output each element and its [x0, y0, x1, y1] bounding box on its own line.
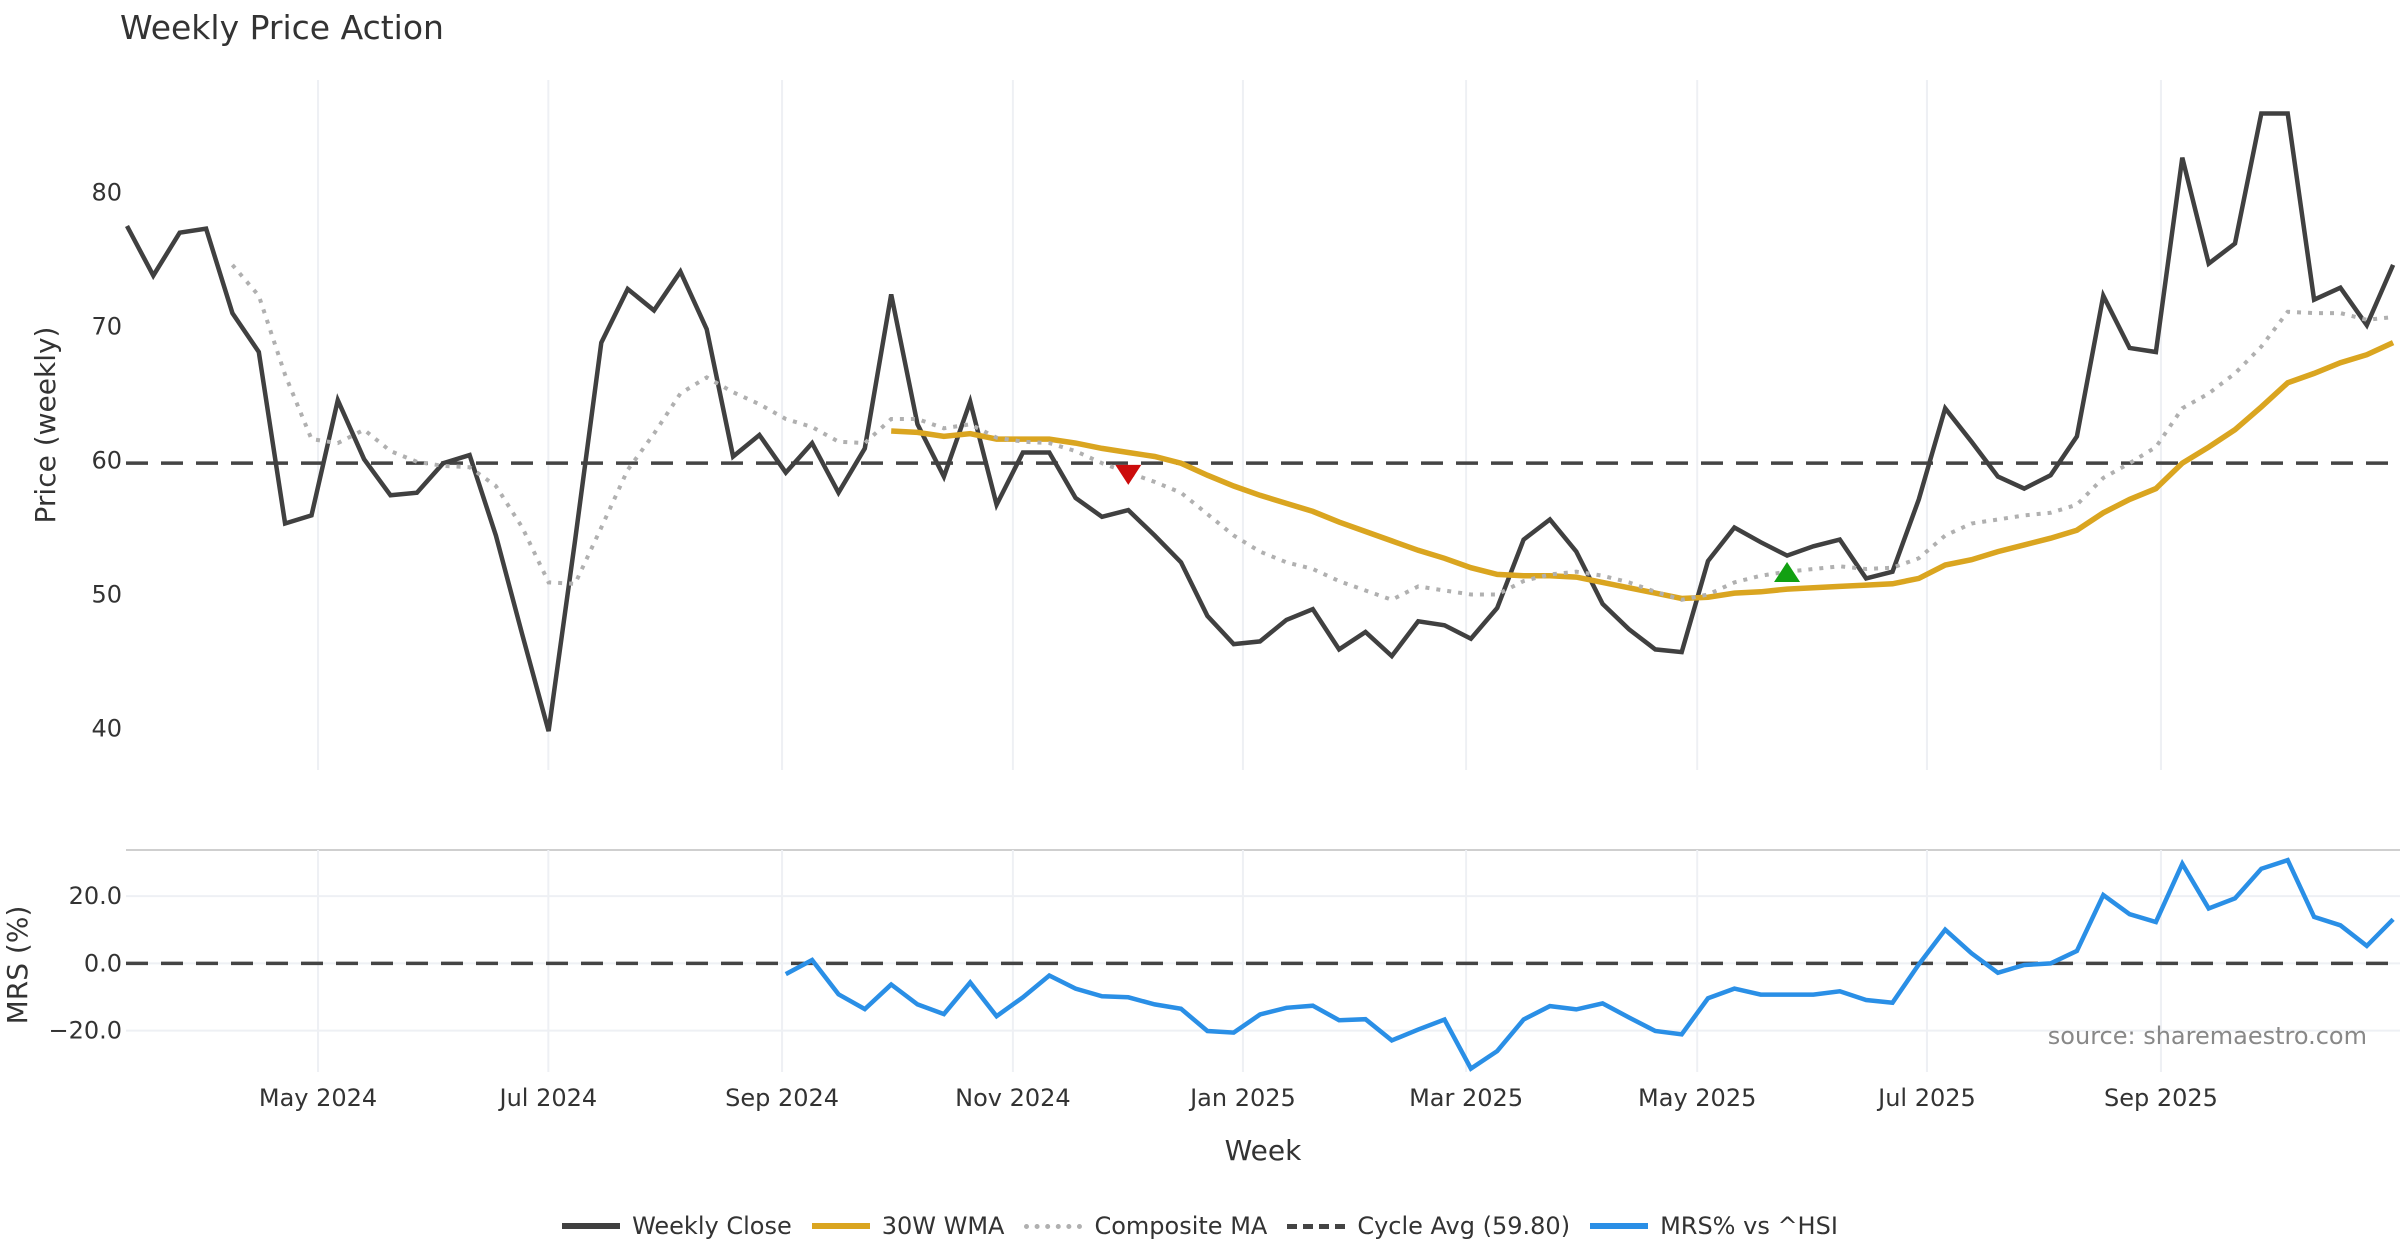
price-y-ticks: 40 50 60 70 80	[91, 179, 122, 743]
x-tick-label: Nov 2024	[955, 1084, 1071, 1112]
legend-label: Cycle Avg (59.80)	[1357, 1212, 1571, 1240]
x-tick-label: May 2025	[1638, 1084, 1756, 1112]
x-tick-label: Mar 2025	[1409, 1084, 1523, 1112]
x-tick-label: Jan 2025	[1188, 1084, 1296, 1112]
30w-wma-line	[891, 340, 2395, 602]
mrs-series	[784, 857, 2395, 1072]
weekly-close-line	[125, 111, 2396, 732]
y-tick-label: 50	[91, 580, 122, 608]
price-gridlines	[317, 80, 2162, 770]
x-tick-label: May 2024	[259, 1084, 377, 1112]
x-tick-label: Jul 2024	[498, 1084, 598, 1112]
composite-ma-swatch-icon	[1024, 1223, 1083, 1229]
legend-item-composite-ma[interactable]: Composite MA	[1024, 1212, 1267, 1240]
mrs-panel: −20.0 0.0 20.0 MRS (%) source: sharemaestr…	[1, 850, 2400, 1072]
y-tick-label: 0.0	[84, 949, 122, 977]
buy-signal-marker	[1774, 562, 1801, 583]
legend-label: Weekly Close	[632, 1212, 792, 1240]
x-tick-label: Sep 2024	[725, 1084, 839, 1112]
legend-item-weekly-close[interactable]: Weekly Close	[562, 1212, 792, 1240]
y-tick-label: −20.0	[48, 1017, 122, 1045]
source-credit: source: sharemaestro.com	[2048, 1022, 2367, 1050]
price-panel: 40 50 60 70 80 Price (weekly)	[29, 80, 2400, 770]
legend-item-mrs[interactable]: MRS% vs ^HSI	[1590, 1212, 1838, 1240]
legend-label: 30W WMA	[881, 1212, 1005, 1240]
x-axis-label: Week	[1225, 1134, 1302, 1167]
mrs-swatch-icon	[1590, 1223, 1649, 1229]
legend-label: MRS% vs ^HSI	[1660, 1212, 1838, 1240]
y-tick-label: 70	[91, 313, 122, 341]
x-axis-ticks: May 2024 Jul 2024 Sep 2024 Nov 2024 Jan 2025…	[259, 1084, 2218, 1112]
x-tick-label: Sep 2025	[2104, 1084, 2218, 1112]
mrs-y-axis-label: MRS (%)	[1, 906, 34, 1025]
mrs-vs-hsi-line	[784, 857, 2395, 1072]
y-tick-label: 80	[91, 179, 122, 207]
mrs-y-ticks: −20.0 0.0 20.0	[48, 882, 122, 1045]
x-tick-label: Jul 2025	[1876, 1084, 1976, 1112]
sell-signal-marker	[1115, 464, 1142, 485]
cycle-avg-swatch-icon	[1287, 1223, 1346, 1229]
y-tick-label: 40	[91, 714, 122, 742]
legend: Weekly Close 30W WMA Composite MA Cycle …	[0, 1212, 2400, 1240]
legend-item-cycle-avg[interactable]: Cycle Avg (59.80)	[1287, 1212, 1570, 1240]
price-series	[125, 111, 2396, 732]
composite-ma-line	[230, 263, 2394, 602]
wma-swatch-icon	[811, 1223, 870, 1229]
y-tick-label: 60	[91, 447, 122, 475]
legend-item-30w-wma[interactable]: 30W WMA	[811, 1212, 1005, 1240]
legend-label: Composite MA	[1094, 1212, 1268, 1240]
y-tick-label: 20.0	[69, 882, 122, 910]
weekly-close-swatch-icon	[562, 1223, 621, 1229]
signal-markers	[1115, 464, 1801, 583]
chart-title: Weekly Price Action	[120, 8, 444, 47]
price-y-axis-label: Price (weekly)	[29, 327, 62, 524]
